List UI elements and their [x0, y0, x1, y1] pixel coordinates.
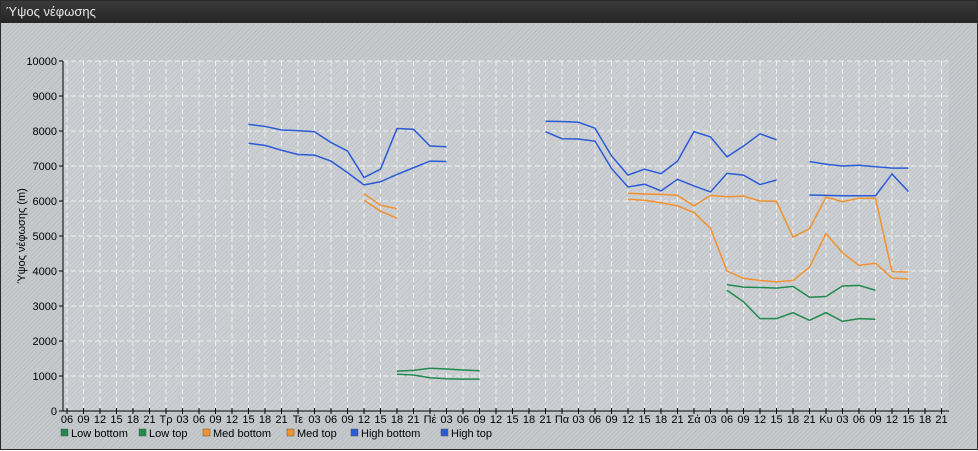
x-tick-label: 12: [490, 414, 502, 426]
series-line-low-bottom: [726, 289, 876, 323]
x-tick-label: 09: [473, 414, 485, 426]
x-tick-label: 21: [143, 414, 155, 426]
x-tick-label: 12: [754, 414, 766, 426]
legend-swatch: [286, 428, 295, 437]
y-tick-label: 8000: [33, 126, 57, 138]
x-tick-label: 09: [605, 414, 617, 426]
x-tick-label: 06: [721, 414, 733, 426]
x-tick-label: 15: [242, 414, 254, 426]
legend-entry: Low top: [149, 428, 188, 440]
x-tick-label: 18: [127, 414, 139, 426]
x-tick-label: Πέ: [424, 414, 437, 426]
legend-entry: Low bottom: [71, 428, 128, 440]
x-tick-label: 03: [572, 414, 584, 426]
y-tick-label: 0: [51, 406, 57, 418]
x-tick-label: 12: [358, 414, 370, 426]
x-tick-label: 12: [94, 414, 106, 426]
y-tick-label: 3000: [33, 301, 57, 313]
series-line-med-top: [363, 193, 398, 210]
x-tick-label: 09: [77, 414, 89, 426]
legend-swatch: [202, 428, 211, 437]
x-tick-label: 15: [374, 414, 386, 426]
y-axis-label: Ύψος νέφωσης (m): [16, 188, 28, 284]
y-tick-label: 2000: [33, 336, 57, 348]
series-line-high-bottom: [545, 131, 777, 193]
series-line-med-bottom: [627, 198, 909, 283]
y-tick-label: 9000: [33, 91, 57, 103]
x-tick-label: 06: [61, 414, 73, 426]
window-title: Ύψος νέφωσης: [1, 1, 977, 23]
x-tick-label: 21: [407, 414, 419, 426]
x-tick-label: 21: [539, 414, 551, 426]
x-tick-label: 09: [341, 414, 353, 426]
series-line-low-bottom: [396, 373, 480, 380]
x-tick-label: 06: [589, 414, 601, 426]
series-line-high-bottom: [809, 172, 910, 197]
legend-entry: Med top: [297, 428, 337, 440]
x-tick-label: 18: [391, 414, 403, 426]
x-tick-label: 21: [275, 414, 287, 426]
x-tick-label: 18: [523, 414, 535, 426]
x-tick-label: Κυ: [819, 414, 832, 426]
x-tick-label: 21: [671, 414, 683, 426]
x-tick-label: 06: [853, 414, 865, 426]
x-tick-label: Τε: [293, 414, 304, 426]
x-tick-label: 03: [308, 414, 320, 426]
y-tick-label: 10000: [26, 56, 57, 68]
series-line-med-top: [627, 192, 909, 273]
x-tick-label: 18: [787, 414, 799, 426]
legend-entry: Med bottom: [213, 428, 271, 440]
x-tick-label: 03: [836, 414, 848, 426]
x-tick-label: 03: [440, 414, 452, 426]
y-tick-label: 4000: [33, 266, 57, 278]
x-tick-label: 15: [902, 414, 914, 426]
x-tick-label: 09: [737, 414, 749, 426]
series-line-low-top: [726, 283, 876, 299]
series-line-high-top: [248, 123, 447, 179]
x-tick-label: 15: [506, 414, 518, 426]
x-tick-label: 15: [770, 414, 782, 426]
x-tick-label: 12: [622, 414, 634, 426]
legend-swatch: [138, 428, 147, 437]
x-tick-label: 21: [935, 414, 947, 426]
x-tick-label: 03: [704, 414, 716, 426]
x-tick-label: 09: [209, 414, 221, 426]
series-line-high-bottom: [248, 142, 447, 186]
x-tick-label: Σά: [687, 414, 701, 426]
x-tick-label: 12: [226, 414, 238, 426]
x-tick-label: 03: [176, 414, 188, 426]
legend-entry: High bottom: [361, 428, 420, 440]
series-line-med-bottom: [363, 199, 398, 219]
x-tick-label: 06: [193, 414, 205, 426]
series-line-high-top: [545, 120, 777, 176]
y-tick-label: 5000: [33, 231, 57, 243]
legend-swatch: [440, 428, 449, 437]
x-tick-label: 18: [259, 414, 271, 426]
y-tick-label: 7000: [33, 161, 57, 173]
x-tick-label: 21: [803, 414, 815, 426]
y-tick-label: 1000: [33, 371, 57, 383]
x-tick-label: Πα: [555, 414, 570, 426]
y-tick-label: 6000: [33, 196, 57, 208]
x-tick-label: 06: [325, 414, 337, 426]
x-tick-label: 09: [869, 414, 881, 426]
x-tick-label: 12: [886, 414, 898, 426]
x-tick-label: 15: [638, 414, 650, 426]
legend-entry: High top: [451, 428, 492, 440]
legend-swatch: [350, 428, 359, 437]
x-tick-label: 15: [110, 414, 122, 426]
x-tick-label: 06: [457, 414, 469, 426]
series-line-low-top: [396, 367, 480, 372]
legend-swatch: [60, 428, 69, 437]
x-tick-label: 18: [919, 414, 931, 426]
x-tick-label: Τρ: [160, 414, 173, 426]
series-line-high-top: [809, 160, 909, 169]
x-tick-label: 18: [655, 414, 667, 426]
